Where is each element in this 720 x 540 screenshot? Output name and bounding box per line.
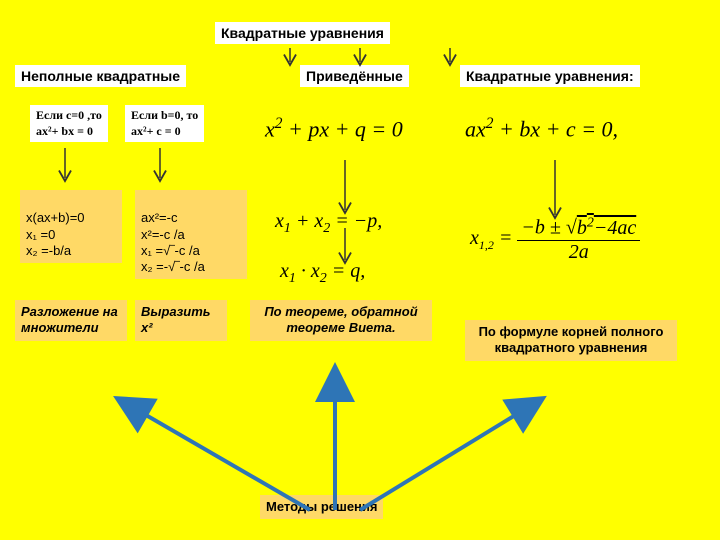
title-text: Квадратные уравнения <box>221 25 384 41</box>
label-full: Квадратные уравнения: <box>460 65 640 87</box>
eq-reduced: x2 + px + q = 0 <box>265 115 403 142</box>
label-reduced: Приведённые <box>300 65 409 87</box>
title-box: Квадратные уравнения <box>215 22 390 44</box>
method-full: По формуле корней полного квадратного ур… <box>465 320 677 361</box>
label-incomplete: Неполные квадратные <box>15 65 186 87</box>
sol-b0: ax²=-c x²=-c /a x₁ =√‾-с /a x₂ =-√‾-с /a <box>135 190 247 279</box>
bottom-label: Методы решения <box>260 495 383 519</box>
cond-b0: Если b=0, то ах²+ с = 0 <box>125 105 204 142</box>
method-b0: Выразить x² <box>135 300 227 341</box>
sol-c0: x(ax+b)=0 x₁ =0 x₂ =-b/a <box>20 190 122 263</box>
eq-full: ax2 + bx + c = 0, <box>465 115 618 142</box>
method-c0: Разложение на множители <box>15 300 127 341</box>
vieta-prod: x1 · x2 = q, <box>280 260 365 287</box>
vieta-sum: x1 + x2 = −p, <box>275 210 382 237</box>
method-vieta: По теореме, обратной теореме Виета. <box>250 300 432 341</box>
roots-formula: x1,2 = −b ± √b2−4ac 2a <box>470 215 640 264</box>
cond-c0: Если с=0 ,то ах²+ bх = 0 <box>30 105 108 142</box>
